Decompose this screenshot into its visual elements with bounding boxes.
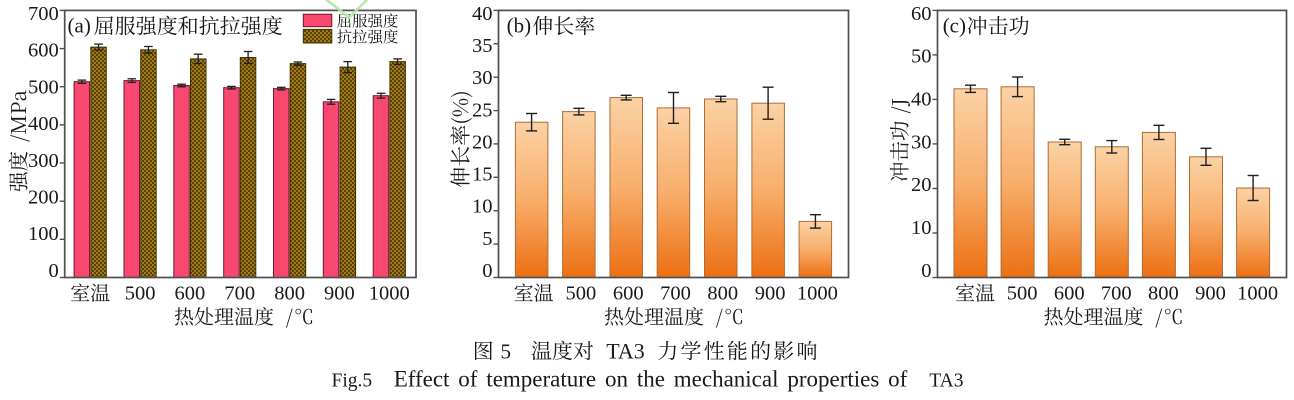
svg-text:900: 900 — [755, 283, 786, 305]
svg-text:0: 0 — [921, 260, 931, 282]
svg-text:25: 25 — [472, 99, 493, 121]
svg-text:0: 0 — [482, 260, 492, 282]
svg-text:30: 30 — [911, 131, 932, 153]
svg-text:1000: 1000 — [369, 283, 410, 305]
svg-text:400: 400 — [28, 113, 59, 135]
svg-text:1000: 1000 — [797, 283, 838, 305]
svg-text:800: 800 — [1148, 283, 1179, 305]
svg-text:800: 800 — [707, 283, 738, 305]
svg-text:600: 600 — [1054, 283, 1085, 305]
svg-text:60: 60 — [911, 3, 932, 25]
svg-text:10: 10 — [911, 217, 932, 239]
svg-text:500: 500 — [566, 283, 597, 305]
svg-text:700: 700 — [224, 283, 255, 305]
svg-text:600: 600 — [613, 283, 644, 305]
svg-text:15: 15 — [472, 164, 493, 186]
svg-text:40: 40 — [911, 89, 932, 111]
svg-text:800: 800 — [274, 283, 305, 305]
svg-text:700: 700 — [660, 283, 691, 305]
svg-text:(c): (c) — [943, 14, 966, 38]
svg-text:700: 700 — [1101, 283, 1132, 305]
svg-text:(b): (b) — [507, 14, 531, 38]
svg-text:900: 900 — [1195, 283, 1226, 305]
svg-text:700: 700 — [28, 3, 59, 25]
svg-text:600: 600 — [28, 40, 59, 62]
svg-text:100: 100 — [28, 223, 59, 245]
svg-text:(a): (a) — [68, 14, 91, 38]
svg-text:10: 10 — [472, 196, 493, 218]
svg-text:500: 500 — [28, 76, 59, 98]
svg-text:1000: 1000 — [1237, 283, 1278, 305]
svg-text:Fig.5: Fig.5 — [332, 371, 373, 392]
svg-text:30: 30 — [472, 67, 493, 89]
svg-text:20: 20 — [911, 174, 932, 196]
svg-text:500: 500 — [125, 283, 156, 305]
svg-text:900: 900 — [324, 283, 355, 305]
svg-text:35: 35 — [472, 35, 493, 57]
svg-text:40: 40 — [472, 3, 493, 25]
svg-text:50: 50 — [911, 46, 932, 68]
svg-text:500: 500 — [1007, 283, 1038, 305]
svg-text:Effect of temperature on the m: Effect of temperature on the mechanical … — [394, 367, 908, 392]
svg-text:5: 5 — [501, 340, 512, 364]
svg-text:TA3: TA3 — [606, 339, 645, 364]
svg-text:200: 200 — [28, 187, 59, 209]
svg-text:300: 300 — [28, 150, 59, 172]
svg-text:TA3: TA3 — [929, 371, 963, 392]
svg-text:600: 600 — [175, 283, 206, 305]
svg-text:5: 5 — [482, 228, 492, 250]
svg-text:0: 0 — [48, 260, 58, 282]
svg-text:20: 20 — [472, 131, 493, 153]
